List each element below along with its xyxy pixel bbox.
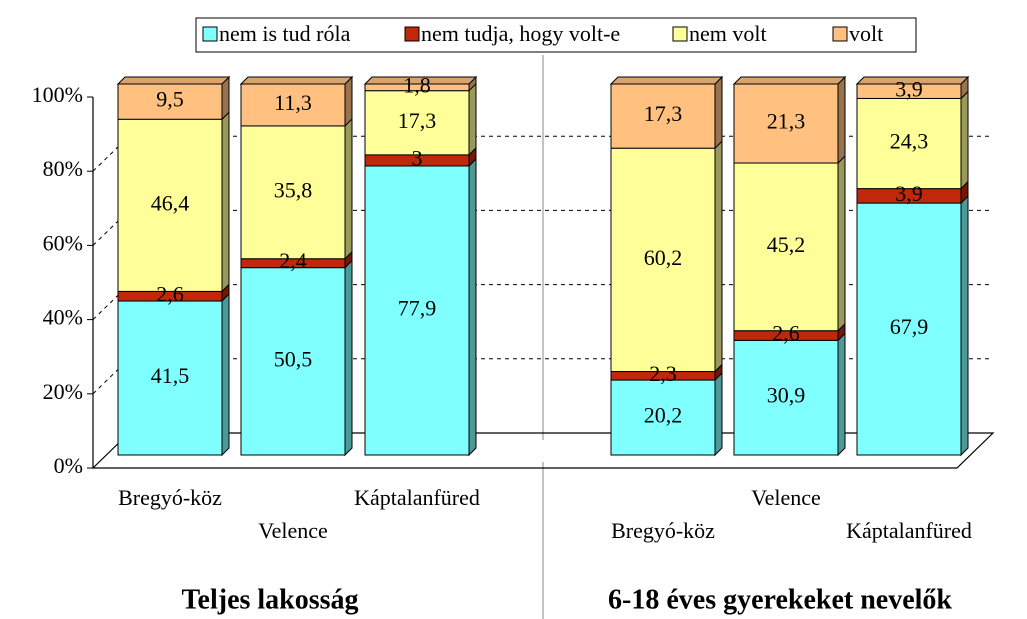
bar-top [239,76,354,85]
bar-segment [856,202,962,456]
y-tick-label: 100% [32,82,83,107]
bar-top [116,76,231,85]
data-label: 3 [412,145,423,170]
y-tick-label: 20% [43,379,83,404]
data-label: 2,6 [156,281,184,306]
bar-side [714,75,723,150]
bar-top [609,76,724,85]
x-tick-label: Velence [751,485,821,510]
legend-swatch [202,26,218,42]
legend-swatch [832,26,848,42]
bar-segment [610,83,716,149]
bar-side [468,82,477,157]
bar-side [344,75,353,128]
bar-segment [733,339,839,456]
bar-side [960,90,969,190]
data-label: 2,6 [772,321,800,346]
bar-top [855,76,970,85]
bar-side [344,259,353,457]
data-label: 1,8 [403,72,431,97]
y-tick-label: 0% [54,453,83,478]
bar-top [363,76,478,85]
legend-swatch [404,26,420,42]
bar-side [714,139,723,373]
data-label: 3,9 [895,76,923,101]
legend-swatch [672,26,688,42]
bar-segment [610,147,716,373]
bar-segment [240,83,346,127]
bar-segment [240,125,346,260]
data-label: 17,3 [644,101,683,126]
bar-segment [364,165,470,456]
bar-side [960,194,969,457]
x-tick-label: Káptalanfüred [846,518,972,543]
data-label: 45,2 [767,232,806,257]
legend-label: nem is tud róla [219,21,351,46]
legend-label: nem volt [689,21,767,46]
bar-side [344,117,353,260]
data-label: 50,5 [274,346,313,371]
bar-segment [117,83,223,120]
data-label: 77,9 [398,296,437,321]
bar-segment [240,267,346,456]
bar-top [732,76,847,85]
bar-side [714,371,723,457]
data-label: 41,5 [151,363,190,388]
bar-segment [733,83,839,164]
x-tick-label: Bregyó-köz [118,485,222,510]
bar-side [468,157,477,457]
bar-side [221,111,230,293]
data-label: 46,4 [151,190,190,215]
legend-label: volt [849,21,883,46]
group-title: Teljes lakosság [181,584,358,615]
bar-segment [364,90,470,156]
data-label: 20,2 [644,403,683,428]
data-label: 21,3 [767,109,806,134]
data-label: 9,5 [156,87,184,112]
x-tick-label: Bregyó-köz [611,518,715,543]
y-tick-label: 40% [43,305,83,330]
x-tick-label: Velence [258,518,328,543]
group-title: 6-18 éves gyerekeket nevelők [608,584,952,615]
data-label: 24,3 [890,129,929,154]
x-tick-label: Káptalanfüred [354,485,480,510]
bar-segment [733,162,839,332]
y-tick-label: 80% [43,156,83,181]
bar-side [837,154,846,332]
floor [91,432,995,469]
data-label: 2,3 [649,361,677,386]
y-tick-label: 60% [43,230,83,255]
bar-side [837,75,846,165]
bar-segment [117,118,223,292]
legend-label: nem tudja, hogy volt-e [421,21,620,46]
data-label: 60,2 [644,245,683,270]
data-label: 11,3 [274,90,312,115]
data-label: 17,3 [398,108,437,133]
bar-side [837,332,846,457]
data-label: 30,9 [767,383,806,408]
data-label: 2,4 [279,248,307,273]
bar-side [221,292,230,457]
data-label: 3,9 [895,181,923,206]
data-label: 35,8 [274,177,313,202]
data-label: 67,9 [890,314,929,339]
legend-box [195,17,917,53]
bar-segment [610,379,716,456]
